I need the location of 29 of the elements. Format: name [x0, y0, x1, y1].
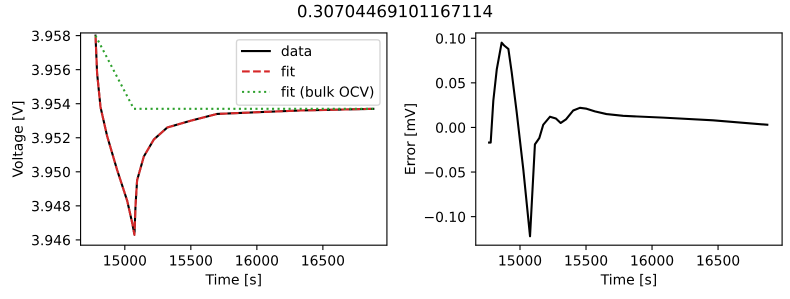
x-tick-label: 16500	[697, 255, 740, 266]
line-series	[488, 42, 768, 238]
y-tick-label: 0.10	[436, 33, 466, 44]
y-tick-label: 0.05	[436, 78, 465, 88]
y-tick-label: 3.950	[32, 166, 70, 178]
y-tick-label: −0.10	[424, 212, 466, 222]
y-tick-label: 3.948	[32, 200, 70, 212]
y-tick-label: 3.952	[32, 132, 70, 144]
x-tick-label: 16000	[631, 255, 674, 266]
x-tick-label: 15000	[104, 255, 146, 266]
x-tick-label: 15500	[170, 255, 212, 266]
x-axis-title: Time [s]	[600, 274, 656, 286]
y-tick-label: −0.05	[424, 167, 465, 178]
legend-label: fit	[281, 66, 295, 76]
x-tick-label: 15500	[565, 255, 608, 266]
chart-title: 0.30704469101167114	[298, 4, 492, 18]
y-tick-label: 3.954	[32, 98, 70, 110]
legend-label: data	[282, 45, 311, 56]
legend-label: fit (bulk OCV)	[281, 86, 374, 99]
y-tick-label: 3.958	[32, 30, 70, 42]
y-tick-label: 3.946	[32, 234, 70, 246]
y-tick-label: 0.00	[436, 122, 466, 133]
x-tick-label: 15000	[499, 255, 542, 266]
x-tick-label: 16000	[236, 255, 278, 266]
x-tick-label: 16500	[302, 255, 344, 266]
y-axis-title: Error [mV]	[404, 104, 417, 174]
x-axis-title: Time [s]	[205, 274, 261, 286]
y-axis-title: Voltage [V]	[12, 102, 26, 178]
y-tick-label: 3.956	[32, 64, 70, 76]
